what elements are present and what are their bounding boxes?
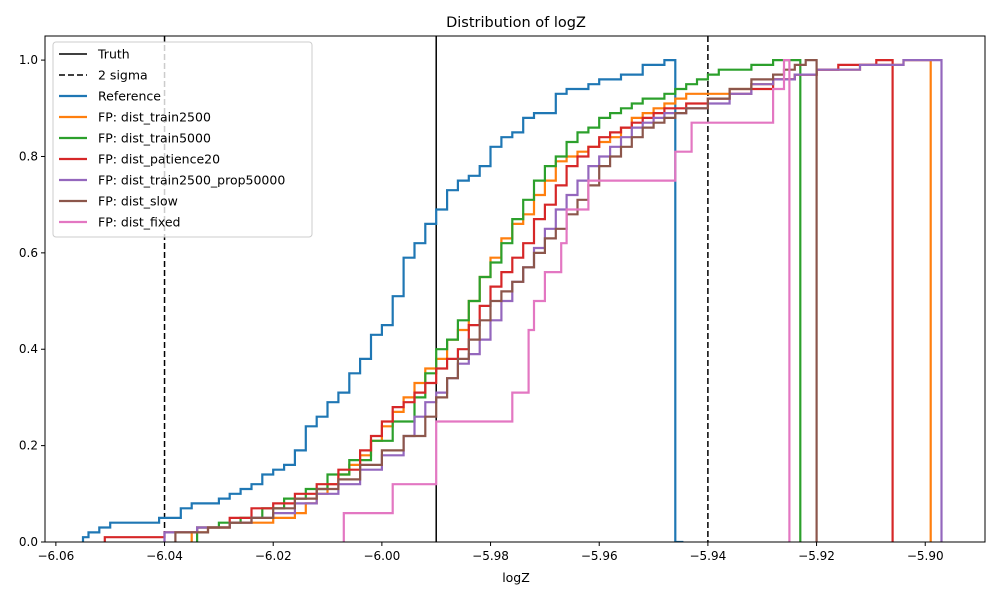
y-tick-label: 0.0	[19, 535, 38, 549]
legend-label: Reference	[98, 89, 161, 104]
legend-label: FP: dist_slow	[98, 194, 178, 209]
legend-label: FP: dist_patience20	[98, 152, 220, 167]
x-tick-label: −6.02	[255, 549, 292, 563]
legend-label: FP: dist_fixed	[98, 215, 181, 230]
x-tick-label: −5.98	[472, 549, 509, 563]
legend-label: FP: dist_train2500	[98, 110, 211, 125]
x-axis: −6.06 −6.04 −6.02 −6.00 −5.98 −5.96 −5.94 −5.92…	[37, 542, 944, 563]
x-axis-label: logZ	[502, 570, 530, 585]
y-tick-label: 0.4	[19, 342, 38, 356]
legend-label: FP: dist_train5000	[98, 131, 211, 146]
y-tick-label: 0.6	[19, 246, 38, 260]
series-line-6	[342, 59, 791, 542]
legend-label: FP: dist_train2500_prop50000	[98, 173, 285, 188]
legend: Truth 2 sigma Reference FP: dist_train2500 F…	[52, 41, 313, 238]
series-line-0	[81, 59, 684, 542]
y-axis: 0.0 0.2 0.4 0.6 0.8 1.0	[19, 53, 45, 549]
y-tick-label: 0.2	[19, 439, 38, 453]
x-tick-label: −6.00	[363, 549, 400, 563]
plot-area	[81, 36, 943, 542]
y-tick-label: 1.0	[19, 53, 38, 67]
series-line-5	[174, 59, 818, 542]
legend-box	[52, 41, 313, 238]
x-tick-label: −6.06	[37, 549, 74, 563]
x-tick-label: −5.92	[798, 549, 835, 563]
x-tick-label: −6.04	[146, 549, 183, 563]
x-tick-label: −5.94	[689, 549, 726, 563]
legend-label: Truth	[97, 47, 130, 62]
y-tick-label: 0.8	[19, 149, 38, 163]
x-tick-label: −5.96	[581, 549, 618, 563]
chart-title: Distribution of logZ	[446, 15, 586, 31]
series-line-2	[196, 59, 802, 542]
x-tick-label: −5.90	[907, 549, 944, 563]
legend-label: 2 sigma	[98, 68, 148, 83]
axes-frame	[44, 35, 986, 543]
